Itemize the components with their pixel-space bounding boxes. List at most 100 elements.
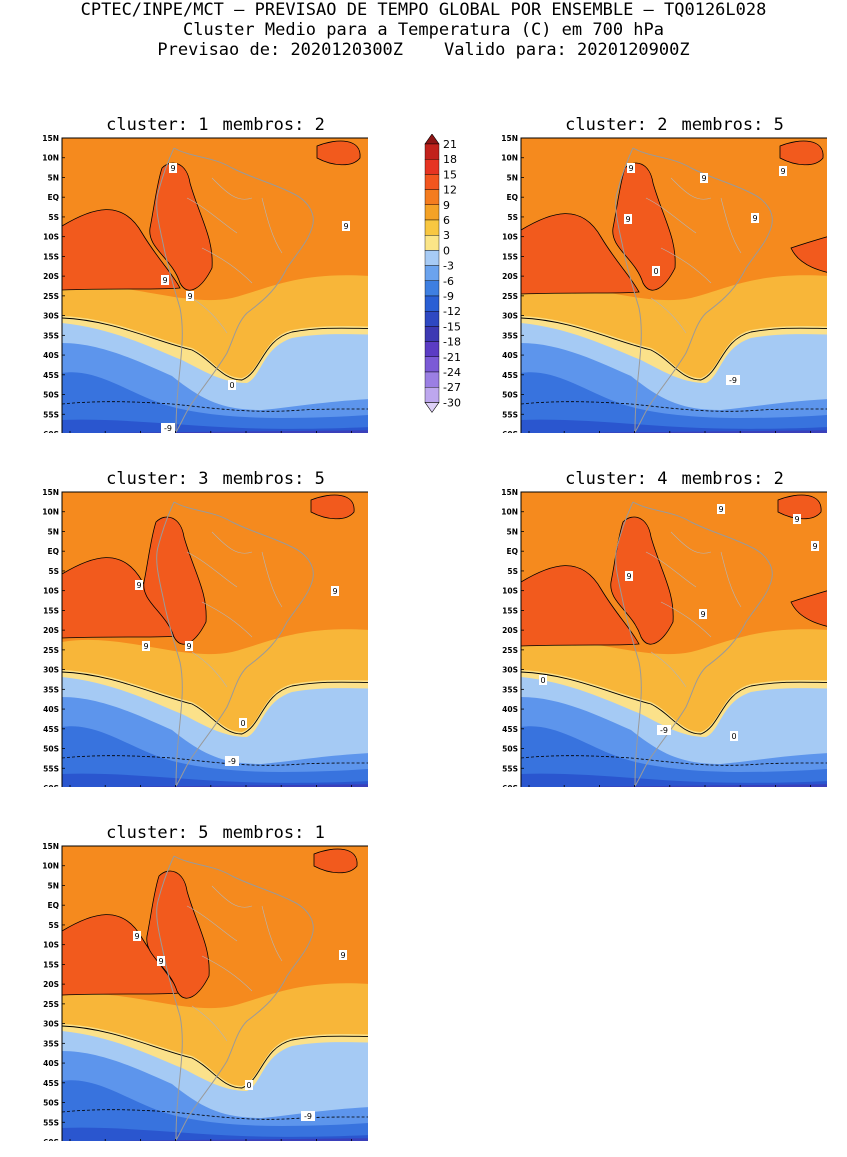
colorbar-swatch (424, 219, 440, 236)
contour-label: -9 (304, 1112, 312, 1121)
lat-tick-label: 15S (43, 606, 59, 615)
lat-tick-label: 35S (43, 685, 59, 694)
contour-label-box (339, 950, 347, 960)
colorbar-swatch (424, 143, 440, 160)
band-m9 (62, 372, 368, 433)
coastline (156, 501, 314, 787)
colorbar-swatch (424, 159, 440, 175)
band-m9 (62, 726, 368, 787)
contour-label-box (245, 1080, 253, 1090)
lat-tick-label: 45S (43, 725, 59, 734)
cluster-panel-5: cluster: 5 membros: 1 9 9 9 0 -9 15N 10N 5N EQ 5S 1… (33, 823, 368, 1141)
band-9-andes (146, 870, 210, 999)
colorbar-tick-label: 3 (443, 229, 450, 242)
band-9-east (790, 236, 827, 273)
contour-label: 9 (332, 587, 337, 596)
map-frame: 9 9 9 9 0 -9 (61, 137, 368, 433)
contour-label: 9 (625, 215, 630, 224)
lat-tick-label: EQ (507, 193, 519, 202)
lat-tick-label: 55S (43, 764, 59, 773)
lat-tick-label: 15S (502, 606, 518, 615)
country-borders (186, 177, 283, 334)
contour-label-box (239, 718, 247, 728)
contour-label-box (157, 956, 165, 966)
lat-tick-label: 45S (502, 725, 518, 734)
lat-tick-label: 10S (502, 233, 518, 242)
contour-label-box (301, 1111, 315, 1121)
colorbar-tick-label: -30 (443, 396, 461, 409)
map-border (520, 137, 827, 433)
lat-tick-label: 60S (43, 430, 59, 433)
lat-tick-label: 20S (502, 272, 518, 281)
lat-tick-label: 55S (502, 410, 518, 419)
lat-tick-label: EQ (48, 193, 60, 202)
contour-m9 (62, 1109, 368, 1120)
contour-label-box (730, 731, 738, 741)
colorbar-tick-label: -12 (443, 305, 461, 318)
band-9-andes (612, 162, 676, 291)
contour-label: 0 (240, 719, 245, 728)
contour-label: -9 (660, 726, 668, 735)
contour-label: 9 (812, 542, 817, 551)
contour-m9 (62, 401, 368, 412)
lat-tick-label: 15S (43, 252, 59, 261)
colorbar-swatch (424, 295, 440, 312)
colorbar-tick-label: -18 (443, 336, 461, 349)
lat-tick-label: 10S (502, 587, 518, 596)
lat-tick-label: 55S (43, 410, 59, 419)
contour-label: 0 (246, 1081, 251, 1090)
colorbar-tick-label: -15 (443, 320, 461, 333)
colorbar-swatch (424, 174, 440, 190)
contour-label-box (161, 423, 175, 433)
colorbar-swatch (424, 189, 440, 205)
cluster-label: cluster: 4 (565, 469, 668, 489)
contour-label: 9 (170, 164, 175, 173)
colorbar-swatch (424, 371, 440, 388)
band-9-west (521, 213, 640, 295)
cluster-label: cluster: 2 (565, 115, 668, 135)
colorbar-swatch (424, 265, 440, 282)
contour-label: 9 (134, 932, 139, 941)
lat-tick-label: EQ (48, 901, 60, 910)
contour-label: 9 (343, 222, 348, 231)
map-border (61, 137, 368, 433)
contour-label: -9 (729, 376, 737, 385)
contour-label-box (624, 214, 632, 224)
contour-label: 9 (718, 505, 723, 514)
lat-tick-label: 10S (43, 587, 59, 596)
colorbar-tick-label: 6 (443, 214, 450, 227)
lat-tick-label: 45S (43, 371, 59, 380)
colorbar-swatch (424, 341, 440, 358)
band-m12 (62, 773, 368, 787)
header-line-3: Previsao de: 2020120300Z Valido para: 20… (157, 40, 690, 60)
temperature-map: 9 9 9 9 9 0 -9 15N 10N 5N EQ 5S 10S 15S 20S 25S 30S 35S 40… (501, 134, 827, 433)
colorbar-tick-label: 21 (443, 138, 457, 151)
contour-label-box (133, 931, 141, 941)
lat-tick-label: 20S (43, 626, 59, 635)
contour-label: -9 (164, 424, 172, 433)
colorbar-tick-label: -6 (443, 275, 454, 288)
lat-tick-label: 35S (502, 685, 518, 694)
panel-title: cluster: 2 membros: 5 (512, 115, 837, 135)
lat-tick-label: 10N (501, 508, 518, 517)
lat-tick-label: 35S (43, 331, 59, 340)
map-border (61, 845, 368, 1141)
contour-label-box (331, 586, 339, 596)
contour-label-box (186, 291, 194, 301)
contour-0 (62, 671, 368, 735)
contour-0 (521, 317, 827, 381)
coastline (615, 501, 773, 787)
band-m12 (521, 773, 827, 787)
contour-m9 (521, 401, 827, 412)
country-borders (186, 885, 283, 1042)
colorbar-swatch (424, 310, 440, 327)
band-9-northeast (313, 848, 358, 874)
panel-title: cluster: 5 membros: 1 (53, 823, 378, 843)
coastline (156, 147, 314, 433)
contour-label-box (657, 725, 671, 735)
lat-tick-label: 20S (43, 272, 59, 281)
band-9-west (62, 914, 181, 996)
lat-tick-label: 20S (43, 980, 59, 989)
contour-label-box (652, 266, 660, 276)
contour-label-box (161, 275, 169, 285)
